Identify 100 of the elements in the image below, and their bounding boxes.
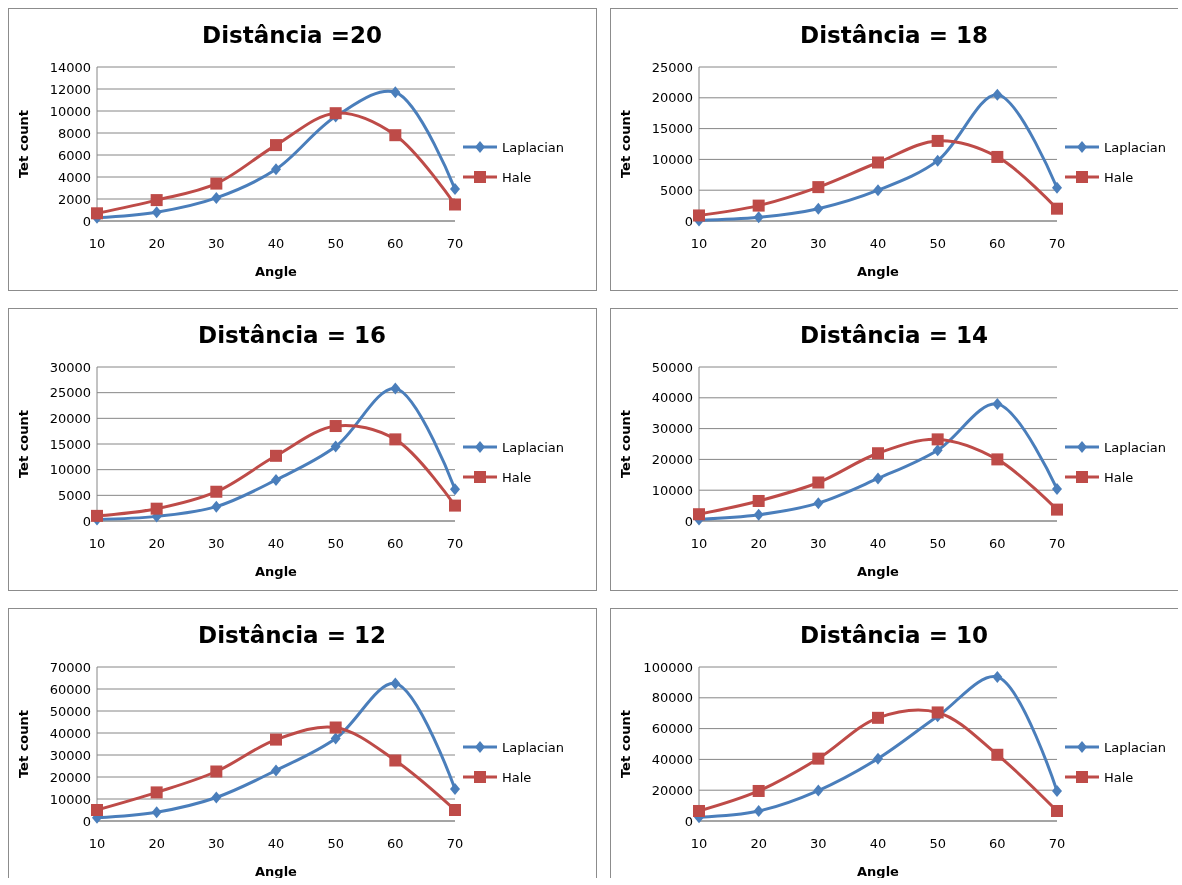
x-tick-label: 10	[88, 536, 106, 551]
point	[211, 191, 222, 204]
y-tick-label: 25000	[651, 59, 693, 75]
x-tick-label: 40	[869, 836, 887, 851]
y-tick-label: 100000	[643, 659, 693, 675]
point	[271, 764, 281, 777]
legend-label: Laplacian	[502, 139, 565, 155]
x-axis-title: Angle	[857, 864, 900, 879]
point	[753, 804, 764, 817]
point	[390, 677, 401, 690]
legend-label: Hale	[502, 469, 532, 485]
y-tick-label: 12000	[49, 81, 91, 97]
x-tick-label: 70	[446, 236, 464, 251]
y-tick-label: 10000	[49, 791, 91, 807]
x-axis-title: Angle	[857, 264, 900, 279]
x-tick-label: 40	[869, 236, 887, 251]
point	[449, 198, 461, 211]
point	[270, 449, 282, 462]
x-tick-label: 10	[88, 836, 106, 851]
point	[270, 733, 282, 746]
y-tick-label: 70000	[49, 659, 91, 675]
x-tick-label: 40	[267, 236, 285, 251]
x-tick-label: 50	[327, 536, 344, 551]
point	[753, 508, 764, 521]
x-tick-label: 20	[750, 836, 767, 851]
point	[873, 752, 883, 765]
x-axis-title: Angle	[857, 564, 900, 579]
y-tick-label: 0	[684, 513, 693, 529]
y-tick-label: 10000	[49, 103, 91, 119]
chart-title: Distância = 16	[198, 322, 386, 348]
x-tick-label: 10	[690, 236, 708, 251]
point	[450, 783, 460, 796]
point	[210, 485, 223, 498]
x-tick-label: 30	[208, 236, 225, 251]
point	[992, 88, 1003, 101]
point	[91, 509, 103, 522]
point	[271, 473, 281, 486]
x-axis-title: Angle	[255, 864, 298, 879]
y-tick-label: 0	[684, 813, 693, 829]
y-tick-label: 50000	[651, 359, 693, 375]
x-tick-label: 10	[690, 536, 708, 551]
point	[813, 497, 824, 510]
x-axis-title: Angle	[255, 264, 298, 279]
point	[813, 784, 824, 797]
x-tick-label: 50	[929, 536, 946, 551]
point	[931, 433, 944, 446]
point	[812, 752, 825, 765]
y-tick-label: 10000	[651, 482, 693, 498]
x-tick-label: 70	[446, 536, 464, 551]
point	[150, 502, 163, 515]
y-tick-label: 50000	[49, 703, 91, 719]
point	[329, 420, 342, 433]
point	[931, 134, 944, 147]
x-tick-label: 20	[750, 236, 767, 251]
legend-label: Laplacian	[1104, 439, 1167, 455]
x-tick-label: 20	[148, 536, 165, 551]
x-tick-label: 50	[327, 836, 344, 851]
point	[1051, 202, 1063, 215]
y-tick-label: 0	[82, 213, 91, 229]
legend-label: Hale	[502, 769, 532, 785]
y-tick-label: 30000	[49, 359, 91, 375]
point	[1051, 804, 1063, 817]
y-tick-label: 40000	[651, 751, 693, 767]
x-tick-label: 60	[387, 536, 404, 551]
y-tick-label: 30000	[49, 747, 91, 763]
y-axis-title: Tet count	[16, 409, 31, 479]
point	[931, 706, 944, 719]
y-tick-label: 15000	[49, 436, 91, 452]
x-tick-label: 60	[387, 236, 404, 251]
x-tick-label: 40	[267, 536, 285, 551]
x-tick-label: 20	[750, 536, 767, 551]
y-tick-label: 8000	[57, 125, 91, 141]
y-tick-label: 4000	[57, 169, 91, 185]
point	[753, 211, 764, 224]
point	[151, 806, 162, 819]
y-tick-label: 80000	[651, 690, 693, 706]
x-tick-label: 60	[989, 236, 1006, 251]
y-tick-label: 6000	[57, 147, 91, 163]
point	[813, 202, 824, 215]
point	[329, 721, 342, 734]
point	[872, 447, 884, 460]
point	[992, 397, 1003, 410]
point	[450, 483, 460, 496]
point	[1051, 503, 1063, 516]
x-tick-label: 60	[989, 536, 1006, 551]
point	[873, 472, 883, 485]
y-tick-label: 5000	[659, 182, 693, 198]
point	[91, 804, 103, 816]
y-tick-label: 20000	[651, 451, 693, 467]
x-tick-label: 30	[810, 836, 827, 851]
point	[812, 181, 825, 194]
legend-label: Hale	[502, 169, 532, 185]
point	[1052, 784, 1062, 797]
chart-title: Distância = 12	[198, 622, 386, 648]
legend-label: Hale	[1104, 169, 1134, 185]
point	[449, 804, 461, 816]
y-axis-title: Tet count	[618, 409, 633, 479]
x-tick-label: 30	[208, 536, 225, 551]
legend-label: Laplacian	[1104, 139, 1167, 155]
point	[1052, 482, 1062, 495]
